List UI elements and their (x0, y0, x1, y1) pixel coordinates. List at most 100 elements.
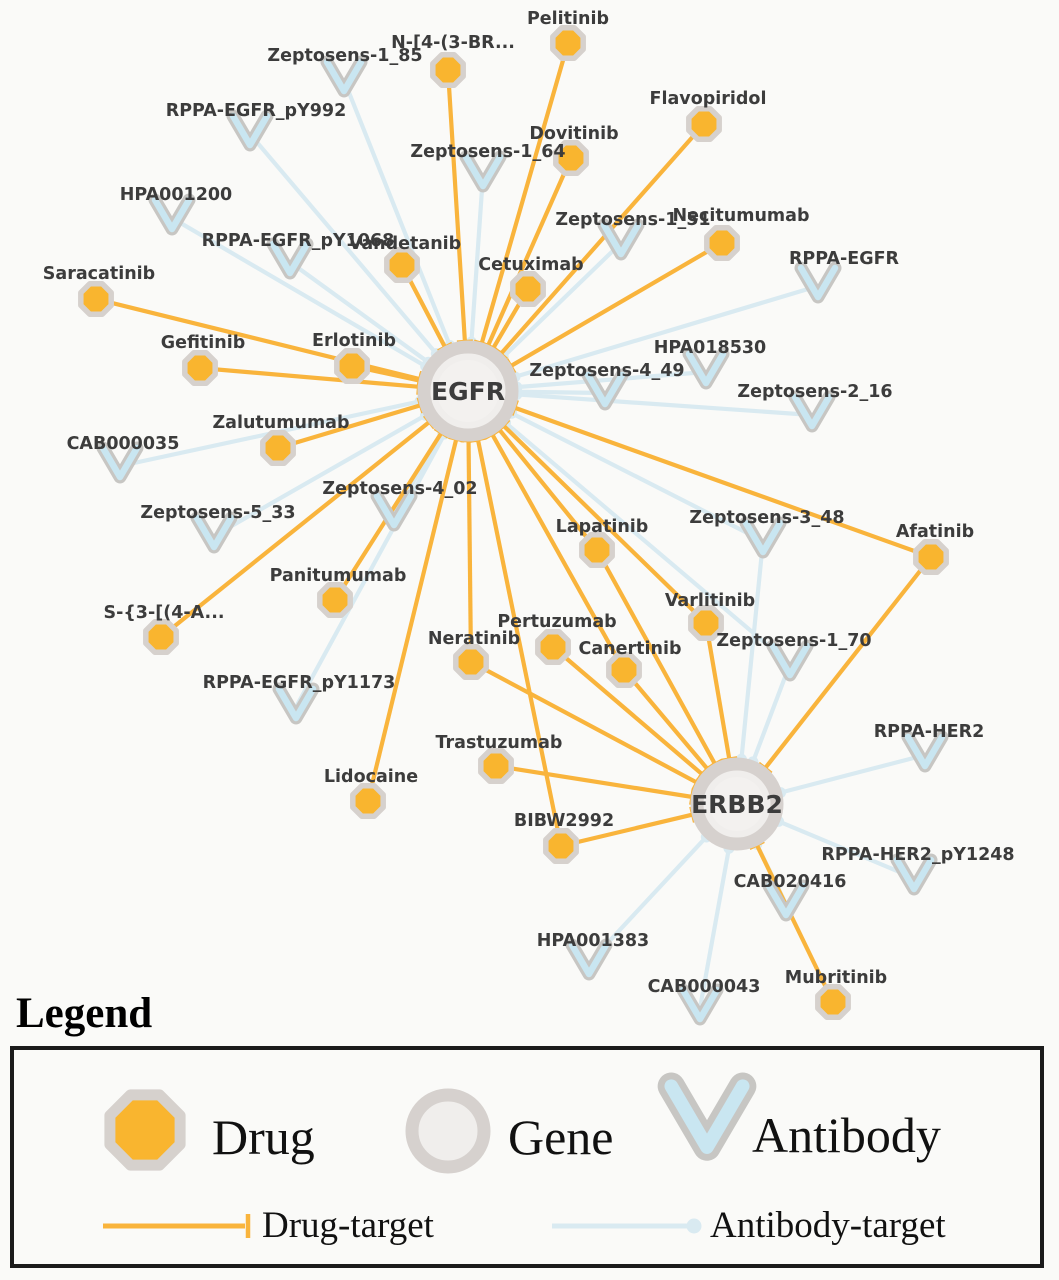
drug-node-s-3-4-a[interactable] (143, 619, 179, 655)
gene-node-egfr[interactable]: EGFR (417, 340, 519, 442)
antibody-node-hpa001200[interactable] (148, 193, 196, 236)
gene-inner (437, 360, 499, 422)
drug-node-mubritinib[interactable] (815, 984, 851, 1020)
drug-node-lidocaine[interactable] (350, 783, 386, 819)
drug-node-neratinib[interactable] (453, 644, 489, 680)
edge-bibw2992-erbb2[interactable] (560, 812, 694, 849)
edge-zeptosens-2-16-egfr[interactable] (516, 392, 813, 418)
node-label-cab000035: CAB000035 (67, 434, 180, 454)
drug-node-canertinib[interactable] (606, 652, 642, 688)
edge-rppa-her2-py1248-erbb2[interactable] (777, 819, 915, 880)
edge-afatinib-erbb2[interactable] (763, 555, 933, 770)
node-label-hpa018530: HPA018530 (654, 338, 766, 358)
antibody-node-rppa-egfr[interactable] (794, 261, 842, 304)
edge-pertuzumab-erbb2[interactable] (551, 645, 705, 777)
edge-gefitinib-egfr[interactable] (199, 365, 420, 389)
edge-hpa001200-egfr[interactable] (170, 216, 427, 369)
antibody-node-rppa-egfr-py992[interactable] (226, 109, 274, 152)
antibody-node-rppa-egfr-py1068[interactable] (266, 237, 314, 280)
edge-necitumumab-egfr[interactable] (509, 241, 724, 369)
antibody-node-zeptosens-1-85[interactable] (320, 55, 368, 98)
edge-varlitinib-erbb2[interactable] (703, 622, 732, 761)
edge-pelitinib-egfr[interactable] (479, 42, 571, 345)
edge-zeptosens-5-33-egfr[interactable] (212, 413, 427, 538)
edge-zeptosens-1-70-egfr[interactable] (504, 421, 792, 666)
edge-canertinib-egfr[interactable] (490, 432, 626, 672)
drug-node-vandetanib[interactable] (384, 247, 420, 283)
edge-zalutumumab-egfr[interactable] (277, 403, 422, 451)
gene-node-erbb2[interactable]: ERBB2 (690, 757, 784, 851)
drug-node-gefitinib[interactable] (182, 350, 218, 386)
antibody-chevron-fill (323, 58, 365, 95)
edge-lidocaine-egfr[interactable] (365, 438, 459, 802)
drug-node-flavopiridol[interactable] (686, 106, 722, 142)
drug-node-necitumumab[interactable] (704, 225, 740, 261)
edge-varlitinib-egfr[interactable] (501, 423, 708, 625)
edge-zeptosens-1-85-egfr[interactable] (342, 79, 452, 347)
drug-node-dovitinib[interactable] (553, 140, 589, 176)
edge-rppa-egfr-py992-egfr[interactable] (248, 132, 438, 355)
edge-afatinib-egfr[interactable] (513, 405, 932, 559)
drug-node-erlotinib[interactable] (334, 348, 370, 384)
drug-node-n-4-3-br[interactable] (430, 52, 466, 88)
edge-neratinib-erbb2[interactable] (470, 660, 699, 785)
edge-rppa-egfr-py1173-egfr[interactable] (294, 433, 447, 709)
edge-zeptosens-3-48-egfr[interactable] (510, 411, 764, 543)
drug-node-panitumumab[interactable] (317, 582, 353, 618)
drug-node-pertuzumab[interactable] (535, 629, 571, 665)
antibody-node-zeptosens-1-64[interactable] (459, 150, 507, 193)
antibody-node-zeptosens-3-48[interactable] (739, 516, 787, 559)
antibody-node-zeptosens-4-02[interactable] (370, 489, 418, 532)
edge-bibw2992-egfr[interactable] (475, 438, 564, 847)
legend-gene-icon (405, 1088, 491, 1174)
edge-mubritinib-erbb2[interactable] (754, 843, 835, 1003)
antibody-node-hpa001383[interactable] (565, 938, 613, 981)
node-label-hpa001200: HPA001200 (120, 185, 232, 205)
edge-rppa-egfr-egfr[interactable] (514, 283, 819, 379)
antibody-node-zeptosens-5-33[interactable] (190, 511, 238, 554)
edge-flavopiridol-egfr[interactable] (498, 122, 706, 356)
antibody-node-zeptosens-1-51[interactable] (597, 218, 645, 261)
antibody-node-zeptosens-1-70[interactable] (766, 639, 814, 682)
edge-zeptosens-1-70-erbb2[interactable] (750, 663, 792, 763)
edge-neratinib-egfr[interactable] (466, 439, 474, 663)
antibody-node-hpa018530[interactable] (682, 347, 730, 390)
antibody-node-cab000043[interactable] (676, 983, 724, 1026)
drug-node-varlitinib[interactable] (688, 605, 724, 641)
edge-s-3-4-a-egfr[interactable] (159, 420, 432, 639)
edge-zeptosens-4-49-egfr[interactable] (516, 389, 606, 396)
edge-canertinib-erbb2[interactable] (622, 668, 710, 771)
edge-trastuzumab-erbb2[interactable] (495, 763, 693, 800)
antibody-node-rppa-her2[interactable] (901, 730, 949, 773)
node-label-canertinib: Canertinib (579, 639, 682, 659)
drug-node-pelitinib[interactable] (550, 25, 586, 61)
edge-cab000043-erbb2[interactable] (697, 847, 732, 1009)
drug-node-lapatinib[interactable] (579, 532, 615, 568)
edge-zeptosens-1-64-egfr[interactable] (469, 174, 486, 343)
antibody-node-cab020416[interactable] (762, 879, 810, 922)
legend-antibody-target-label: Antibody-target (710, 1205, 946, 1246)
edge-lapatinib-erbb2[interactable] (595, 548, 718, 766)
antibody-node-rppa-egfr-py1173[interactable] (272, 682, 320, 725)
antibody-node-cab000035[interactable] (96, 441, 144, 484)
drug-node-afatinib[interactable] (913, 539, 949, 575)
antibody-node-rppa-her2-py1248[interactable] (890, 853, 938, 896)
edge-zeptosens-3-48-erbb2[interactable] (739, 540, 766, 760)
antibody-node-zeptosens-4-49[interactable] (581, 368, 629, 411)
drug-node-zalutumumab[interactable] (260, 430, 296, 466)
edge-rppa-egfr-py1068-egfr[interactable] (288, 260, 430, 364)
edge-rppa-her2-erbb2[interactable] (780, 752, 926, 795)
edge-dovitinib-egfr[interactable] (485, 157, 573, 348)
drug-node-trastuzumab[interactable] (478, 748, 514, 784)
drug-node-cetuximab[interactable] (510, 271, 546, 307)
edge-hpa018530-egfr[interactable] (516, 369, 707, 390)
node-label-n-4-3-br: N-[4-(3-BR... (391, 33, 515, 53)
drug-node-saracatinib[interactable] (78, 281, 114, 317)
drug-node-bibw2992[interactable] (543, 828, 579, 864)
edge-lapatinib-egfr[interactable] (497, 427, 599, 552)
node-label-pertuzumab: Pertuzumab (497, 612, 616, 632)
edge-n-4-3-br-egfr[interactable] (445, 69, 468, 343)
edge-zeptosens-1-51-egfr[interactable] (501, 241, 623, 359)
node-label-zeptosens-4-02: Zeptosens-4_02 (322, 479, 477, 499)
antibody-node-zeptosens-2-16[interactable] (788, 390, 836, 433)
